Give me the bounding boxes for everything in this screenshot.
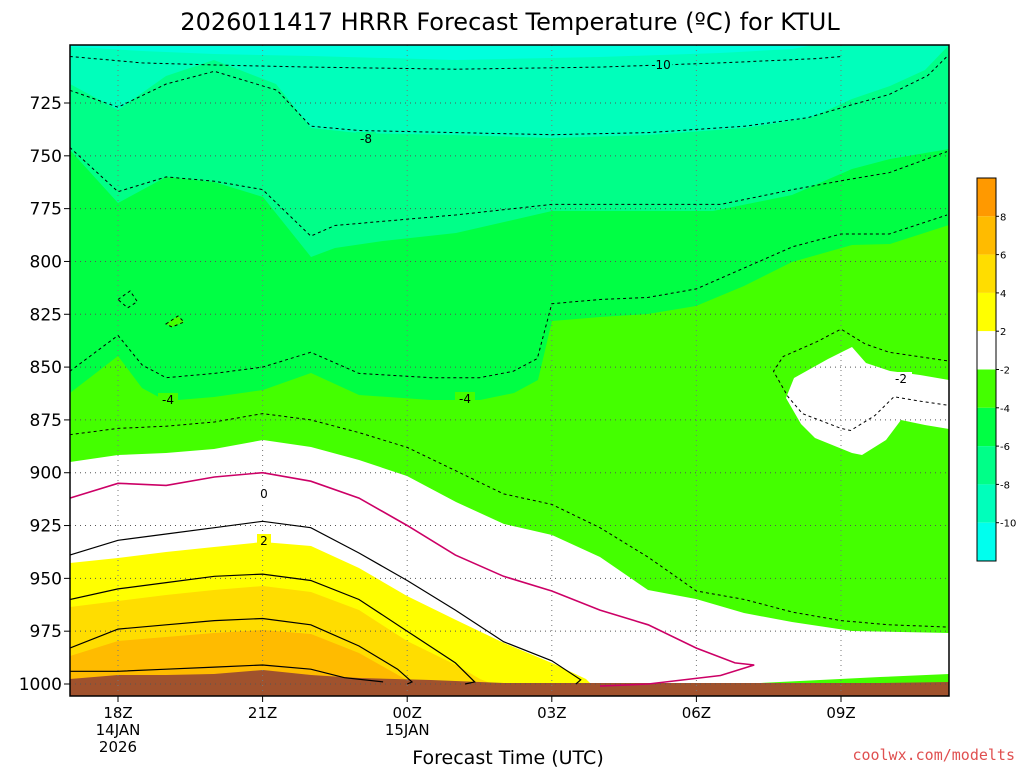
grid-lines — [70, 45, 949, 696]
contour-labels: -10 -8 -4 -4 -2 0 2 — [158, 58, 912, 548]
colorbar-label-0: 8 — [1000, 212, 1006, 223]
y-tick-label-5: 850 — [30, 358, 62, 378]
colorbar-swatch-5 — [977, 369, 996, 408]
contour-line-10 — [70, 617, 414, 685]
y-tick-label-11: 1000 — [19, 675, 62, 695]
contour-label-minus-8: -8 — [360, 132, 372, 146]
contour-line-6 — [70, 413, 948, 628]
x-tick-label-4-0: 06Z — [682, 704, 711, 722]
colorbar-swatch-0 — [977, 178, 996, 217]
colorbar: 8 6 4 2 -2 -4 -6 -8 -10 — [976, 177, 1016, 562]
colorbar-swatch-8 — [977, 484, 996, 523]
y-tick-label-3: 800 — [30, 252, 62, 272]
colorbar-label-8: -10 — [1000, 519, 1016, 530]
contour-line-11 — [70, 664, 384, 683]
colorbar-swatch-4 — [977, 331, 996, 370]
x-tick-label-2-1: 15JAN — [385, 721, 430, 739]
contour-label-0: 0 — [260, 487, 268, 501]
colorbar-swatch-2 — [977, 254, 996, 293]
x-tick-label-5-0: 09Z — [826, 704, 855, 722]
x-tick-label-0-0: 18Z — [103, 704, 132, 722]
contour-label-minus-4-left: -4 — [162, 393, 174, 407]
minus-4-island — [165, 315, 185, 328]
y-tick-label-1: 750 — [30, 147, 62, 167]
x-tick-label-0-2: 2026 — [99, 738, 137, 756]
contour-line-9 — [70, 573, 476, 685]
contour-label-minus-2: -2 — [895, 372, 907, 386]
colorbar-label-5: -4 — [1000, 404, 1010, 415]
y-tick-label-8: 925 — [30, 517, 62, 537]
contour-line-1 — [70, 56, 948, 136]
y-tick-label-9: 950 — [30, 569, 62, 589]
contour-label-minus-10: -10 — [651, 58, 671, 72]
contour-label-2: 2 — [260, 534, 268, 548]
colorbar-swatch-7 — [977, 446, 996, 485]
colorbar-swatch-6 — [977, 407, 996, 447]
colorbar-label-2: 4 — [1000, 289, 1006, 300]
colorbar-swatch-9 — [977, 522, 996, 561]
contour-label-minus-4-right: -4 — [459, 392, 471, 406]
contour-lines — [70, 56, 948, 687]
contour-line-7 — [70, 471, 755, 687]
y-tick-label-4: 825 — [30, 305, 62, 325]
x-tick-label-1-0: 21Z — [248, 704, 277, 722]
contour-line-3 — [70, 214, 948, 379]
contour-line-0 — [70, 56, 842, 70]
colorbar-swatch-1 — [977, 216, 996, 255]
colorbar-swatch-3 — [977, 292, 996, 332]
plot-frame — [69, 44, 950, 697]
x-tick-label-0-1: 14JAN — [96, 721, 141, 739]
y-tick-label-7: 900 — [30, 464, 62, 484]
colorbar-label-3: 2 — [1000, 327, 1006, 338]
y-tick-label-0: 725 — [30, 94, 62, 114]
y-axis: 725 750 775 800 825 850 875 900 925 950 975 1000 — [19, 94, 70, 695]
credit-text: coolwx.com/modelts — [852, 746, 1015, 764]
colorbar-label-7: -8 — [1000, 480, 1010, 491]
contour-line-5 — [772, 328, 948, 432]
colorbar-label-1: 6 — [1000, 251, 1006, 262]
y-tick-label-6: 875 — [30, 411, 62, 431]
x-axis-label: Forecast Time (UTC) — [412, 747, 603, 768]
minus-4-region-low-right — [760, 674, 949, 683]
x-tick-label-3-0: 03Z — [537, 704, 566, 722]
x-tick-label-2-0: 00Z — [393, 704, 422, 722]
contour-line-8 — [70, 520, 582, 685]
contour-line-2 — [70, 147, 948, 237]
chart-title: 2026011417 HRRR Forecast Temperature (ºC… — [180, 8, 840, 36]
colorbar-label-6: -6 — [1000, 442, 1010, 453]
y-tick-label-10: 975 — [30, 622, 62, 642]
y-tick-label-2: 775 — [30, 200, 62, 220]
colorbar-label-4: -2 — [1000, 366, 1010, 377]
contour-line-4 — [117, 290, 139, 309]
ground-terrain — [70, 670, 949, 696]
